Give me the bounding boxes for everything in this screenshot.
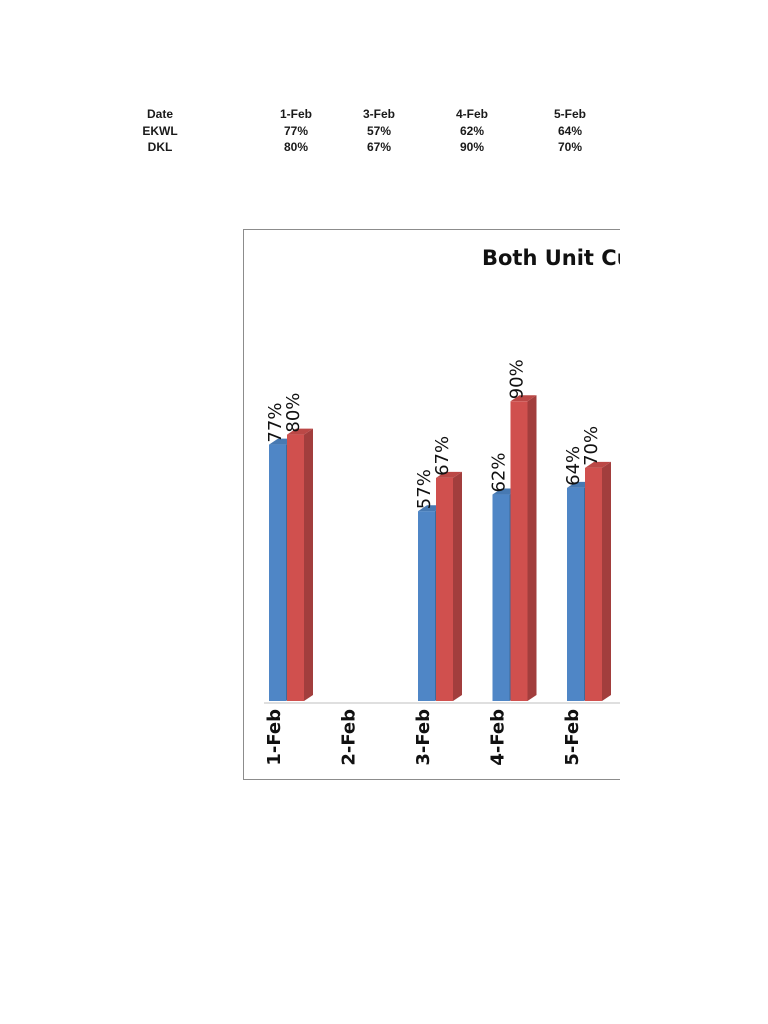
data-label: 67% [432, 436, 453, 476]
x-tick-label: 1-Feb [264, 709, 285, 766]
bar-ekwl [418, 511, 435, 701]
bar-dkl [287, 434, 304, 701]
table-cell: 67% [366, 140, 392, 154]
data-label: 64% [563, 446, 584, 486]
bar-top-dkl [436, 471, 462, 478]
data-label: 57% [414, 469, 435, 509]
table-cell: 62% [459, 123, 485, 138]
table-cell: 80% [283, 140, 309, 154]
table-row-ekwl: EKWL 77% 57% 62% 64% [0, 124, 768, 141]
table-cell: 57% [366, 123, 392, 138]
header-date-cell: 1-Feb [279, 107, 312, 121]
x-tick-label: 3-Feb [413, 709, 434, 766]
table-row-dkl: DKL 80% 67% 90% 70% [0, 140, 768, 157]
data-label: 70% [581, 426, 602, 466]
table-cell: 90% [459, 140, 485, 154]
table-header-row: Date 1-Feb 3-Feb 4-Feb 5-Feb [0, 107, 768, 124]
chart-plot: 77%80% 1-Feb 2-Feb 57%67% 3-Feb 62% 90% 4-Feb 64… [264, 359, 620, 766]
chart-title: Both Unit Cut [482, 246, 620, 270]
bar-top-dkl [287, 428, 313, 435]
x-tick-label: 2-Feb [339, 709, 360, 766]
chart-frame[interactable]: Both Unit Cut 77%80% 1-Feb 2-Feb 57%67% 3-Fe… [243, 229, 620, 780]
header-date-cell: 5-Feb [553, 107, 586, 121]
row-label: EKWL [142, 123, 178, 138]
bar-top-dkl [585, 461, 611, 468]
bar-side-dkl [304, 428, 313, 701]
bar-ekwl [567, 487, 584, 701]
table-cell: 64% [557, 123, 583, 138]
bar-ekwl [269, 444, 286, 701]
table-cell: 70% [557, 140, 583, 154]
bar-side-dkl [602, 461, 611, 701]
bar-side-dkl [453, 471, 462, 701]
bar-top-dkl [510, 395, 537, 402]
bar-ekwl [492, 494, 510, 701]
bar-dkl [436, 477, 453, 701]
header-date-cell: 3-Feb [362, 107, 395, 121]
data-table: Date 1-Feb 3-Feb 4-Feb 5-Feb EKWL 77% 57… [0, 107, 768, 157]
bar-side-dkl [527, 395, 537, 701]
x-tick-label: 5-Feb [562, 709, 583, 766]
bar-dkl [585, 467, 602, 701]
header-date-label: Date [146, 107, 173, 121]
data-label: 77% [265, 403, 286, 443]
x-tick-label: 4-Feb [488, 709, 509, 766]
bar-dkl [510, 401, 528, 701]
data-label: 90% [507, 359, 528, 399]
row-label: DKL [147, 140, 173, 154]
header-date-cell: 4-Feb [455, 107, 488, 121]
table-cell: 77% [283, 123, 309, 138]
data-label: 62% [489, 453, 510, 493]
data-label: 80% [283, 393, 304, 433]
